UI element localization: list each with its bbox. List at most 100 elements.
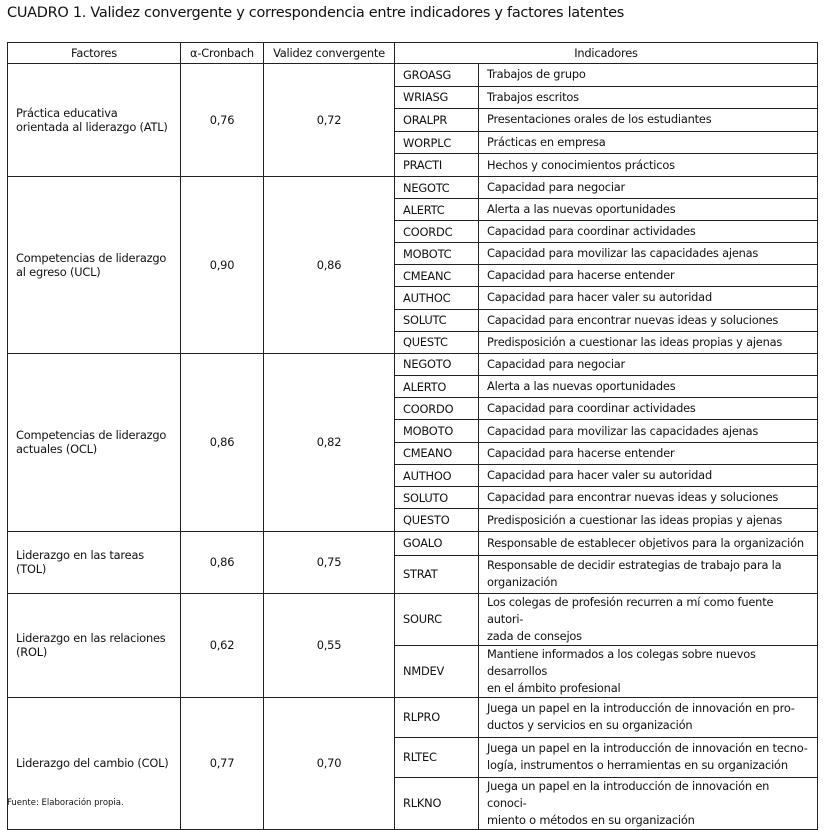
table-row: Liderazgo en las tareas (TOL) 0,86 0,75 GOA… [7, 530, 818, 594]
table-row: RLTEC Juega un papel en la introducción d… [8, 736, 818, 778]
indicator-code: MOBOTC [394, 242, 479, 266]
indicator-code: NMDEV [394, 644, 479, 698]
indicator-code: RLPRO [394, 696, 479, 738]
indicator-code: AUTHOO [394, 463, 479, 488]
indicator-code: WORPLC [394, 130, 479, 155]
table-row: QUESTO Predisposición a cuestionar las id… [8, 508, 818, 532]
table-row: WORPLC Prácticas en empresa [8, 130, 818, 155]
validity-cell: 0,70 [263, 696, 395, 830]
indicator-desc: Trabajos de grupo [478, 63, 818, 87]
indicator-desc: Prácticas en empresa [478, 130, 818, 155]
alpha-cell: 0,77 [180, 696, 264, 830]
indicator-desc: Hechos y conocimientos prácticos [478, 153, 818, 177]
indicator-code: COORDO [394, 397, 479, 421]
indicator-code: SOLUTC [394, 308, 479, 332]
indicator-desc: Capacidad para coordinar actividades [478, 220, 818, 244]
alpha-cell: 0,86 [180, 352, 264, 532]
alpha-cell: 0,86 [180, 530, 264, 594]
indicator-desc: Mantiene informados a los colegas sobre … [478, 644, 818, 698]
validity-cell: 0,86 [263, 175, 395, 354]
indicator-code: SOLUTO [394, 486, 479, 510]
indicator-desc: Responsable de establecer objetivos para… [478, 530, 818, 556]
indicator-code: ALERTO [394, 374, 479, 399]
factor-cell: Liderazgo en las tareas (TOL) [7, 530, 181, 594]
indicator-code: COORDC [394, 220, 479, 244]
indicator-desc: Capacidad para movilizar las capacidades… [478, 419, 818, 443]
header-alpha: α-Cronbach [180, 42, 264, 64]
indicator-desc: Capacidad para hacerse entender [478, 441, 818, 465]
indicator-code: AUTHOC [394, 286, 479, 310]
indicator-code: CMEANO [394, 441, 479, 465]
table-row: QUESTC Predisposición a cuestionar las id… [8, 330, 818, 354]
table-row: Práctica educativa orientada al liderazg… [7, 63, 818, 177]
indicator-code: RLTEC [394, 736, 479, 778]
table-row: Liderazgo del cambio (COL) 0,77 0,70 RLPRO J… [7, 696, 818, 830]
indicator-desc: Juega un papel en la introducción de inn… [478, 696, 818, 738]
indicator-desc: Capacidad para movilizar las capacidades… [478, 242, 818, 266]
validity-cell: 0,55 [263, 592, 395, 698]
factor-cell: Práctica educativa orientada al liderazg… [7, 63, 181, 177]
indicator-desc: Responsable de decidir estrategias de tr… [478, 554, 818, 594]
indicator-code: SOURC [394, 592, 479, 646]
factor-cell: Liderazgo del cambio (COL) [7, 696, 181, 830]
table-row: Liderazgo en las relaciones (ROL) 0,62 0,5… [7, 592, 818, 698]
indicator-code: GOALO [394, 530, 479, 556]
indicator-desc: Juega un papel en la introducción de inn… [478, 736, 818, 778]
table-row: SOLUTO Capacidad para encontrar nuevas id… [8, 486, 818, 510]
indicator-code: NEGOTC [394, 175, 479, 200]
validity-cell: 0,72 [263, 63, 395, 177]
indicator-desc: Capacidad para hacer valer su autoridad [478, 286, 818, 310]
indicator-code: RLKNO [394, 776, 479, 830]
indicator-desc: Capacidad para hacer valer su autoridad [478, 463, 818, 488]
header-row: Factores α-Cronbach Validez convergente … [7, 42, 818, 64]
table-row: CMEANC Capacidad para hacerse entender [8, 264, 818, 288]
validity-cell: 0,82 [263, 352, 395, 532]
indicator-code: CMEANC [394, 264, 479, 288]
indicator-desc: Predisposición a cuestionar las ideas pr… [478, 330, 818, 354]
table-row: STRAT Responsable de decidir estrategias … [8, 554, 818, 594]
validity-cell: 0,75 [263, 530, 395, 594]
alpha-cell: 0,90 [180, 175, 264, 354]
indicator-desc: Trabajos escritos [478, 85, 818, 110]
factor-cell: Competencias de liderazgo al egreso (UCL… [7, 175, 181, 354]
indicator-desc: Los colegas de profesión recurren a mí c… [478, 592, 818, 646]
indicator-code: QUESTC [394, 330, 479, 354]
table-row: Competencias de liderazgo actuales (OCL)… [7, 352, 818, 532]
table-row: SOLUTC Capacidad para encontrar nuevas id… [8, 308, 818, 332]
indicator-desc: Juega un papel en la introducción de inn… [478, 776, 818, 830]
alpha-cell: 0,62 [180, 592, 264, 698]
indicator-desc: Capacidad para encontrar nuevas ideas y … [478, 486, 818, 510]
indicator-code: MOBOTO [394, 419, 479, 443]
indicator-desc: Capacidad para coordinar actividades [478, 397, 818, 421]
validity-table: Factores α-Cronbach Validez convergente … [7, 42, 818, 830]
factor-cell: Competencias de liderazgo actuales (OCL) [7, 352, 181, 532]
indicator-desc: Capacidad para encontrar nuevas ideas y … [478, 308, 818, 332]
indicator-code: GROASG [394, 63, 479, 87]
indicator-desc: Alerta a las nuevas oportunidades [478, 374, 818, 399]
source-note: Fuente: Elaboración propia. [7, 798, 124, 808]
indicator-code: ORALPR [394, 108, 479, 132]
indicator-code: WRIASG [394, 85, 479, 110]
table-row: COORDO Capacidad para coordinar actividad… [8, 397, 818, 421]
header-indicators: Indicadores [394, 42, 818, 64]
indicator-desc: Alerta a las nuevas oportunidades [478, 198, 818, 222]
table-row: Competencias de liderazgo al egreso (UCL… [7, 175, 818, 354]
indicator-code: ALERTC [394, 198, 479, 222]
indicator-code: PRACTI [394, 153, 479, 177]
indicator-code: QUESTO [394, 508, 479, 532]
indicator-code: NEGOTO [394, 352, 479, 376]
indicator-desc: Capacidad para negociar [478, 352, 818, 376]
header-validity: Validez convergente [263, 42, 395, 64]
header-factores: Factores [7, 42, 181, 64]
indicator-desc: Capacidad para negociar [478, 175, 818, 200]
table-row: MOBOTC Capacidad para movilizar las capac… [8, 242, 818, 266]
table-row: NMDEV Mantiene informados a los colegas s… [8, 644, 818, 698]
table-title: CUADRO 1. Validez convergente y correspo… [7, 5, 625, 21]
table-row: ALERTO Alerta a las nuevas oportunidades [8, 374, 818, 399]
alpha-cell: 0,76 [180, 63, 264, 177]
indicator-desc: Predisposición a cuestionar las ideas pr… [478, 508, 818, 532]
factor-cell: Liderazgo en las relaciones (ROL) [7, 592, 181, 698]
indicator-desc: Capacidad para hacerse entender [478, 264, 818, 288]
indicator-desc: Presentaciones orales de los estudiantes [478, 108, 818, 132]
indicator-code: STRAT [394, 554, 479, 594]
